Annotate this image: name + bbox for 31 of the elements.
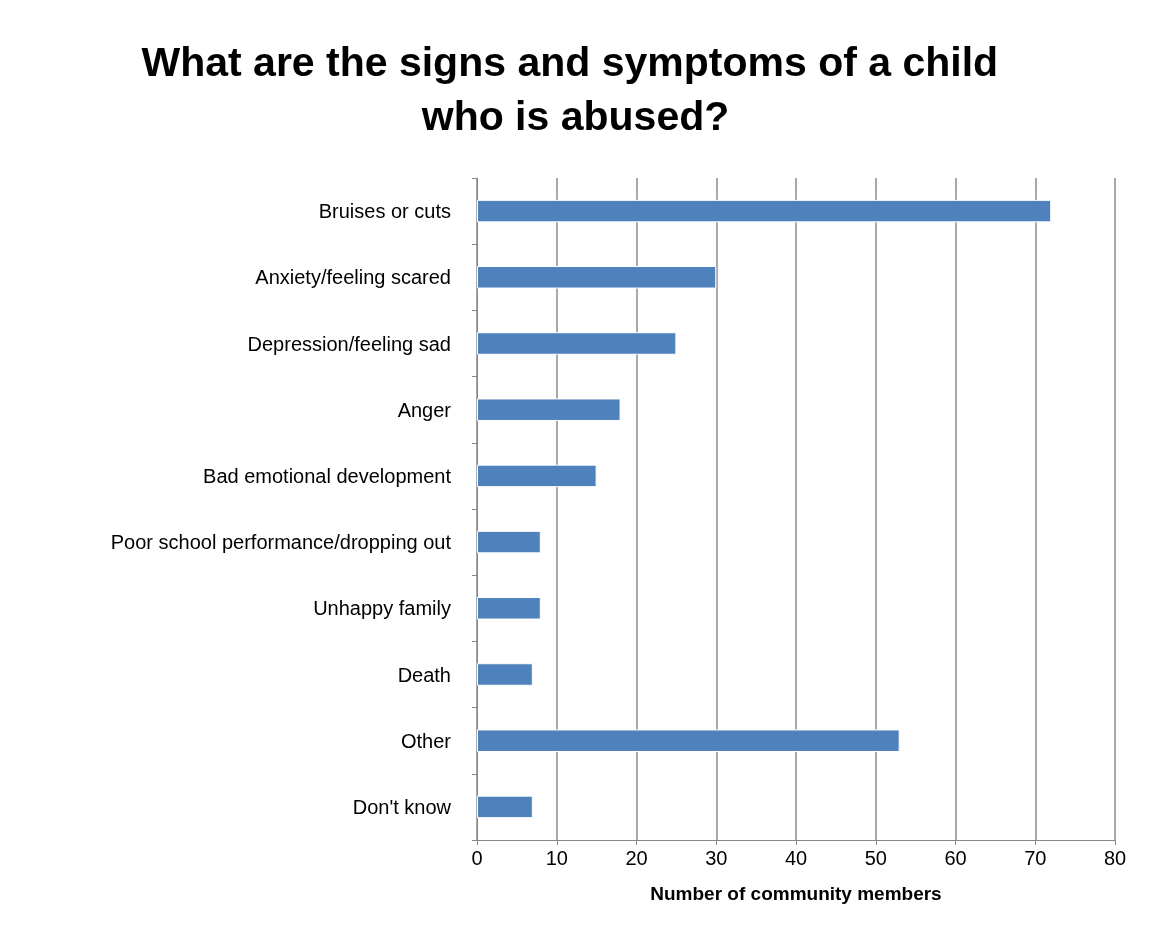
bar bbox=[477, 795, 533, 819]
x-tick-label: 80 bbox=[1103, 847, 1127, 869]
x-tick-label: 10 bbox=[545, 847, 568, 869]
bar bbox=[477, 530, 541, 554]
y-tick-label: Depression/feeling sad bbox=[247, 332, 451, 355]
x-tick-label: 70 bbox=[1024, 847, 1047, 869]
bar bbox=[477, 663, 533, 686]
bar bbox=[477, 332, 677, 355]
y-tick-label: Anger bbox=[397, 398, 452, 421]
bar bbox=[477, 597, 541, 620]
bar bbox=[477, 199, 1052, 223]
x-tick-label: 50 bbox=[864, 847, 887, 869]
y-tick-label: Bruises or cuts bbox=[318, 200, 451, 223]
x-tick-label: 0 bbox=[471, 847, 483, 869]
y-tick-label: Bad emotional development bbox=[203, 464, 452, 487]
bar bbox=[477, 464, 597, 488]
x-tick-label: 40 bbox=[784, 847, 808, 869]
bar bbox=[477, 266, 717, 289]
y-tick-label: Poor school performance/dropping out bbox=[110, 531, 452, 554]
y-tick-label: Anxiety/feeling scared bbox=[255, 266, 451, 289]
bar bbox=[477, 729, 900, 752]
y-tick-label: Death bbox=[397, 663, 451, 686]
chart-title: What are the signs and symptoms of a child who is abused? bbox=[141, 39, 1010, 139]
x-tick-label: 30 bbox=[705, 847, 728, 869]
y-tick-label: Don't know bbox=[352, 795, 452, 818]
y-tick-label: Other bbox=[400, 729, 452, 752]
x-tick-label: 20 bbox=[625, 847, 648, 869]
y-tick-label: Unhappy family bbox=[313, 597, 451, 620]
x-axis-title: Number of community members bbox=[650, 883, 942, 904]
bar bbox=[477, 398, 621, 421]
x-tick-label: 60 bbox=[944, 847, 967, 869]
